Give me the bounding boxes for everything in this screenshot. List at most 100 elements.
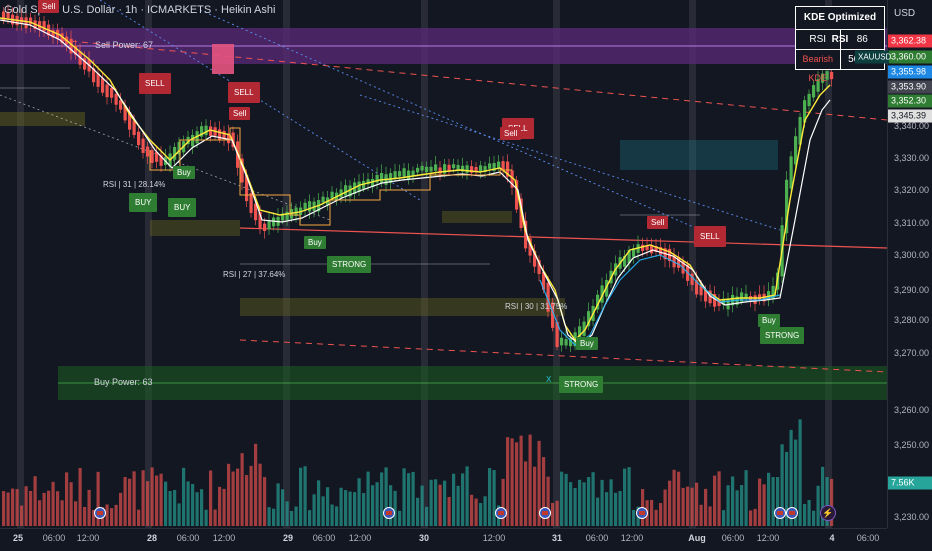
volume-bar bbox=[299, 467, 303, 526]
chart-area[interactable]: Gold Spot / U.S. Dollar · 1h · ICMARKETS… bbox=[0, 0, 887, 528]
candle-body bbox=[816, 79, 820, 92]
candle-body bbox=[744, 293, 748, 299]
price-axis[interactable]: USD 3,340.00 3,330.00 3,320.00 3,310.00 3,30… bbox=[855, 0, 932, 528]
volume-bar bbox=[326, 487, 330, 526]
candle-body bbox=[533, 250, 537, 267]
volume-bar bbox=[204, 509, 208, 526]
sell-power-label: Sell Power: 67 bbox=[95, 40, 154, 50]
volume-bar bbox=[407, 473, 411, 526]
volume-bar bbox=[128, 478, 132, 526]
volume-bar bbox=[582, 482, 586, 526]
candle-body bbox=[470, 166, 474, 173]
candle-body bbox=[51, 30, 55, 38]
xauusd-tag: XAUUSD bbox=[855, 50, 891, 64]
candle-body bbox=[222, 130, 226, 140]
volume-bar bbox=[272, 508, 276, 526]
time-tick: Aug bbox=[688, 533, 706, 543]
candle-body bbox=[74, 45, 78, 55]
volume-bar bbox=[362, 493, 366, 526]
volume-bar bbox=[510, 438, 514, 526]
candle-body bbox=[510, 170, 514, 188]
sell-signal-label: SELL bbox=[228, 82, 260, 103]
lightning-event-icon[interactable]: ⚡ bbox=[820, 505, 836, 521]
volume-bar bbox=[132, 471, 136, 526]
us-flag-event-icon[interactable] bbox=[774, 507, 786, 519]
volume-bar bbox=[753, 508, 757, 526]
symbol-title[interactable]: Gold Spot / U.S. Dollar · 1h · ICMARKETS… bbox=[4, 4, 276, 16]
candle-body bbox=[407, 170, 411, 180]
candle-body bbox=[330, 191, 334, 199]
us-flag-event-icon[interactable] bbox=[495, 507, 507, 519]
volume-bar bbox=[672, 469, 676, 526]
currency-label[interactable]: USD bbox=[894, 8, 916, 19]
candle-body bbox=[632, 248, 636, 257]
sell-signal-label: Sell bbox=[38, 0, 60, 13]
time-axis[interactable]: 25 06:00 12:00 28 06:00 12:00 29 06:00 12:00 30 12… bbox=[0, 528, 887, 551]
volume-bar bbox=[78, 467, 82, 526]
candle-body bbox=[443, 164, 447, 174]
volume-bar bbox=[389, 485, 393, 526]
us-flag-event-icon[interactable] bbox=[786, 507, 798, 519]
volume-bar bbox=[186, 481, 190, 526]
candle-body bbox=[555, 321, 559, 348]
candle-body bbox=[92, 68, 96, 83]
time-tick: 31 bbox=[551, 533, 563, 543]
volume-bar bbox=[303, 466, 307, 526]
volume-bar bbox=[452, 473, 456, 526]
volume-bar bbox=[537, 440, 541, 526]
volume-bar bbox=[708, 506, 712, 526]
candle-body bbox=[398, 171, 402, 177]
volume-bar bbox=[420, 485, 424, 526]
volume-bar bbox=[69, 482, 73, 526]
candle-body bbox=[452, 164, 456, 169]
us-flag-event-icon[interactable] bbox=[383, 507, 395, 519]
candle-body bbox=[771, 285, 775, 300]
candle-body bbox=[96, 73, 100, 87]
volume-bar bbox=[632, 509, 636, 526]
volume-bar bbox=[474, 498, 478, 526]
candle-body bbox=[267, 220, 271, 230]
volume-bar bbox=[443, 480, 447, 526]
volume-bar bbox=[96, 471, 100, 526]
candle-body bbox=[191, 134, 195, 147]
volume-bar bbox=[506, 437, 510, 526]
x-marker: X bbox=[546, 375, 552, 384]
volume-bar bbox=[533, 466, 537, 526]
volume-bar bbox=[177, 503, 181, 526]
time-tick: 06:00 bbox=[176, 533, 200, 543]
candle-body bbox=[542, 271, 546, 290]
volume-bar bbox=[785, 451, 789, 526]
volume-bar bbox=[348, 491, 352, 526]
volume-bar bbox=[681, 487, 685, 526]
candle-body bbox=[29, 17, 33, 25]
candle-body bbox=[24, 17, 28, 29]
volume-bar bbox=[488, 468, 492, 526]
us-flag-event-icon[interactable] bbox=[539, 507, 551, 519]
candle-body bbox=[110, 88, 114, 98]
us-flag-event-icon[interactable] bbox=[94, 507, 106, 519]
volume-bar bbox=[690, 487, 694, 526]
candle-body bbox=[596, 294, 600, 310]
candle-body bbox=[479, 165, 483, 173]
candle-body bbox=[551, 302, 555, 328]
volume-bar bbox=[312, 494, 316, 526]
candle-body bbox=[258, 212, 262, 229]
buy-power-label: Buy Power: 63 bbox=[94, 377, 153, 387]
candle-body bbox=[456, 164, 460, 171]
candle-body bbox=[438, 167, 442, 174]
candle-body bbox=[641, 244, 645, 252]
candle-body bbox=[173, 146, 177, 160]
volume-bar bbox=[267, 507, 271, 526]
volume-bar bbox=[578, 479, 582, 526]
price-tick: 3,310.00 bbox=[894, 218, 930, 228]
volume-bar bbox=[123, 476, 127, 526]
candle-body bbox=[209, 126, 213, 136]
price-chart-canvas[interactable] bbox=[0, 0, 887, 528]
candle-body bbox=[794, 136, 798, 165]
time-tick: 06:00 bbox=[312, 533, 336, 543]
candle-body bbox=[204, 125, 208, 136]
time-tick: 25 bbox=[12, 533, 24, 543]
candle-body bbox=[546, 282, 550, 312]
candle-body bbox=[420, 165, 424, 171]
us-flag-event-icon[interactable] bbox=[636, 507, 648, 519]
